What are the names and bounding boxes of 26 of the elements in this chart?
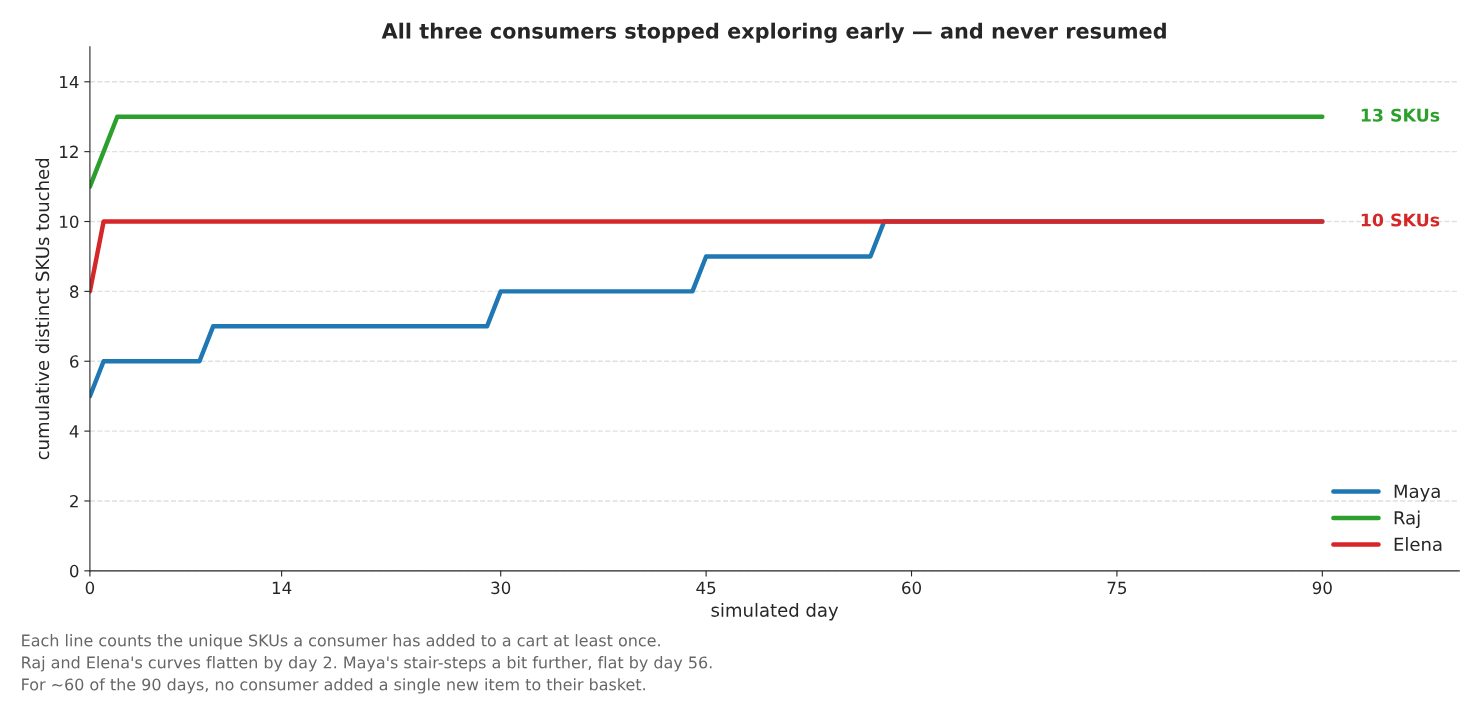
y-tick-label: 2 bbox=[70, 494, 78, 508]
legend-label: Maya bbox=[1394, 484, 1440, 502]
x-tick-label: 0 bbox=[85, 581, 95, 595]
x-axis-title: simulated day bbox=[711, 602, 839, 621]
y-tick-label: 8 bbox=[70, 285, 79, 298]
x-tick-label: 75 bbox=[1107, 581, 1127, 595]
y-tick-label: 0 bbox=[69, 564, 79, 578]
y-tick-label: 14 bbox=[60, 75, 79, 89]
x-tick-label: 14 bbox=[272, 581, 292, 594]
text: Each line counts the unique SKUs a consumer has added to a cart at least once. bbox=[22, 634, 660, 650]
legend-label: Elena bbox=[1394, 537, 1442, 552]
annotation: 13 SKUs bbox=[1361, 108, 1440, 122]
chart-title: All three consumers stopped exploring early — and never resumed bbox=[381, 22, 1166, 44]
y-tick-label: 6 bbox=[70, 355, 79, 368]
x-tick-label: 45 bbox=[696, 581, 716, 595]
x-tick-label: 90 bbox=[1312, 581, 1332, 595]
y-tick-label: 10 bbox=[60, 215, 79, 229]
y-axis-title: cumulative distinct SKUs touched bbox=[35, 159, 50, 460]
legend-label: Raj bbox=[1394, 510, 1420, 529]
text: Raj and Elena's curves flatten by day 2. Maya's stair-steps a bit further, flat by day 56. bbox=[22, 656, 712, 672]
x-tick-label: 30 bbox=[491, 581, 511, 595]
y-tick-label: 4 bbox=[69, 425, 79, 438]
annotation: 10 SKUs bbox=[1361, 213, 1440, 227]
x-tick-label: 60 bbox=[902, 581, 922, 595]
y-tick-label: 12 bbox=[60, 145, 78, 158]
text: For ~60 of the 90 days, no consumer added a single new item to their basket. bbox=[22, 678, 645, 694]
